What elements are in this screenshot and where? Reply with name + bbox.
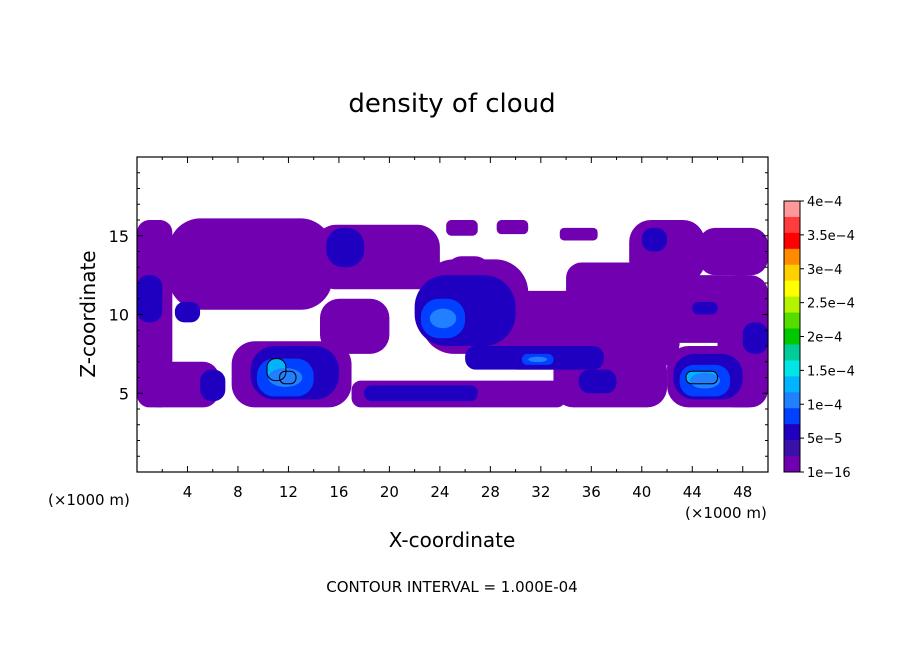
colorbar: 4e−4 3.5e−4 3e−4 2.5e−4 2e−4 1.5e−4 1e−4 5e−5 1e… xyxy=(783,195,855,481)
contour-region-level-1 xyxy=(446,220,478,236)
x-tick-label: 20 xyxy=(380,483,399,501)
contour-region-level-2 xyxy=(200,369,226,402)
colorbar-cell xyxy=(784,344,800,361)
colorbar-label: 2.5e−4 xyxy=(807,297,855,312)
colorbar-cell xyxy=(784,248,800,266)
x-axis-label: X-coordinate xyxy=(389,528,516,552)
colorbar-label: 5e−5 xyxy=(807,432,842,447)
colorbar-cell xyxy=(784,312,800,330)
x-tick-label: 24 xyxy=(430,483,449,501)
x-tick-label: 44 xyxy=(683,483,702,501)
contour-line xyxy=(266,358,287,382)
colorbar-cell xyxy=(784,360,800,377)
colorbar-cell xyxy=(784,280,800,298)
colorbar-labels: 4e−4 3.5e−4 3e−4 2.5e−4 2e−4 1.5e−4 1e−4 5e−5 1e… xyxy=(800,195,855,481)
contour-region-level-2 xyxy=(174,301,201,323)
colorbar-cell xyxy=(784,392,800,409)
x-unit-left: (×1000 m) xyxy=(48,491,130,509)
contour-region-level-2 xyxy=(364,385,478,402)
contour-line xyxy=(685,370,719,385)
y-axis-label: Z-coordinate xyxy=(76,250,100,377)
colorbar-cell xyxy=(784,456,800,473)
x-tick-label: 32 xyxy=(531,483,550,501)
y-tick-labels: 5 10 15 xyxy=(109,227,129,404)
colorbar-label: 1e−16 xyxy=(807,466,851,481)
contour-line xyxy=(279,370,297,385)
colorbar-cell xyxy=(784,264,800,282)
y-tick-label: 5 xyxy=(119,384,129,403)
colorbar-label: 2e−4 xyxy=(807,331,842,346)
contour-region-level-1 xyxy=(559,227,598,241)
contour-interval-note: CONTOUR INTERVAL = 1.000E-04 xyxy=(326,578,577,596)
contour-region-level-2 xyxy=(326,227,365,268)
colorbar-cell xyxy=(784,408,800,425)
colorbar-cells xyxy=(784,201,800,473)
contour-region-level-1 xyxy=(319,298,390,354)
colorbar-label: 1e−4 xyxy=(807,398,842,413)
contour-core xyxy=(528,356,548,363)
colorbar-cell xyxy=(784,376,800,393)
contour-region-level-2 xyxy=(641,227,668,252)
colorbar-cell xyxy=(784,201,800,218)
x-tick-label: 36 xyxy=(582,483,601,501)
colorbar-cell xyxy=(784,216,800,234)
colorbar-cell xyxy=(784,296,800,314)
colorbar-cell xyxy=(784,440,800,457)
contour-core xyxy=(429,308,457,329)
colorbar-label: 1.5e−4 xyxy=(807,364,855,379)
contour-fill-group xyxy=(137,218,768,408)
y-tick-label: 15 xyxy=(109,227,129,246)
contour-region-level-2 xyxy=(742,322,768,354)
x-tick-label: 40 xyxy=(632,483,651,501)
x-tick-label: 12 xyxy=(279,483,298,501)
chart-title: density of cloud xyxy=(348,89,555,119)
colorbar-label: 3e−4 xyxy=(807,263,842,278)
contour-region-level-1 xyxy=(629,220,705,283)
colorbar-cell xyxy=(784,232,800,250)
x-tick-label: 28 xyxy=(481,483,500,501)
x-tick-label: 8 xyxy=(233,483,243,501)
contour-region-level-2 xyxy=(137,275,163,323)
colorbar-cell xyxy=(784,424,800,441)
tick-marks xyxy=(137,157,768,472)
y-tick-label: 10 xyxy=(109,306,129,325)
x-tick-label: 4 xyxy=(183,483,193,501)
contour-region-level-1 xyxy=(168,218,333,310)
x-tick-label: 16 xyxy=(329,483,348,501)
x-unit-right: (×1000 m) xyxy=(685,504,767,522)
contour-region-level-1 xyxy=(496,220,529,235)
plot-area xyxy=(136,156,769,473)
contour-region-level-2 xyxy=(692,301,718,315)
colorbar-label: 4e−4 xyxy=(807,195,842,210)
x-tick-label: 48 xyxy=(733,483,752,501)
colorbar-cell xyxy=(784,328,800,345)
contour-core xyxy=(689,372,721,389)
contour-region-level-1 xyxy=(698,227,768,276)
x-tick-labels: 4 8 12 16 20 24 28 32 36 40 44 48 xyxy=(183,483,753,501)
colorbar-label: 3.5e−4 xyxy=(807,229,855,244)
contour-region-level-1 xyxy=(143,361,220,408)
contour-region-level-2 xyxy=(578,369,617,394)
contour-line-group xyxy=(266,358,719,385)
